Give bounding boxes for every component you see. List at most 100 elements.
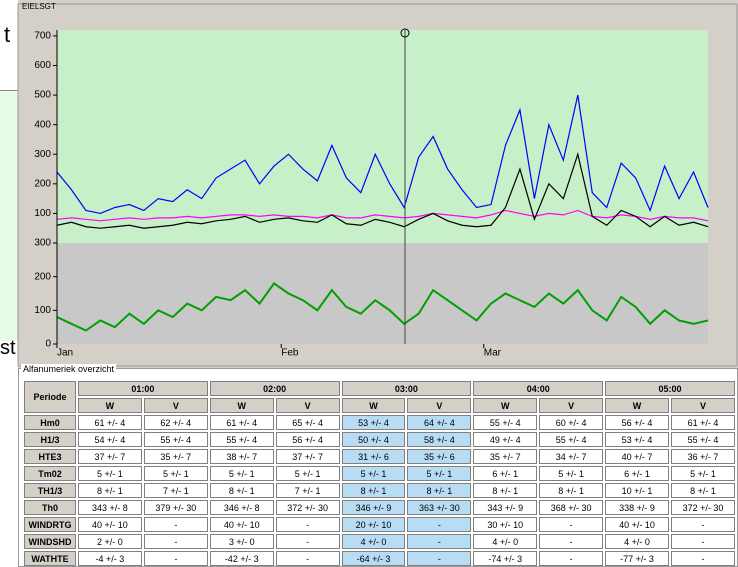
- background-text: st: [0, 337, 16, 359]
- table-cell: 35 +/- 7: [143, 449, 208, 464]
- table-cell: -: [143, 517, 208, 532]
- row-label: Th0: [24, 500, 76, 515]
- table-cell: 8 +/- 1: [473, 483, 538, 498]
- table-cell: 53 +/- 4: [605, 432, 669, 447]
- table-cell: 4 +/- 0: [341, 534, 406, 549]
- table-cell: 368 +/- 30: [539, 500, 604, 515]
- table-cell: 346 +/- 9: [341, 500, 406, 515]
- cursor-handle: [400, 28, 410, 38]
- y-tick-label: 100: [34, 208, 51, 219]
- table-cell: 5 +/- 1: [143, 466, 208, 481]
- x-tick-label: Mar: [484, 348, 502, 359]
- sub-header: W: [341, 398, 406, 413]
- table-cell: 54 +/- 4: [77, 432, 142, 447]
- series-line: [56, 152, 709, 229]
- table-cell: 372 +/- 30: [671, 500, 735, 515]
- table-row: H1/3 54 +/- 4 55 +/- 4 55 +/- 4 56 +/- 4 50 +…: [24, 432, 735, 447]
- table-cell: 64 +/- 4: [407, 415, 472, 430]
- table-cell: 372 +/- 30: [275, 500, 340, 515]
- table-cell: 6 +/- 1: [605, 466, 669, 481]
- table-cell: 2 +/- 0: [77, 534, 142, 549]
- sub-header: W: [209, 398, 274, 413]
- y-tick-label: 300: [34, 238, 51, 249]
- table-cell: 55 +/- 4: [209, 432, 274, 447]
- table-cell: 49 +/- 4: [473, 432, 538, 447]
- plot-background: [57, 243, 708, 344]
- table-cell: -: [407, 551, 472, 566]
- table-cell: 35 +/- 6: [407, 449, 472, 464]
- table-cell: 8 +/- 1: [407, 483, 472, 498]
- table-row: Hm0 61 +/- 4 62 +/- 4 61 +/- 4 65 +/- 4 53 +/…: [24, 415, 735, 430]
- table-cell: 56 +/- 4: [605, 415, 669, 430]
- table-cell: 7 +/- 1: [275, 483, 340, 498]
- plot-background: [57, 30, 708, 243]
- y-tick-label: 100: [34, 305, 51, 316]
- sub-header: W: [605, 398, 669, 413]
- sub-header: V: [671, 398, 735, 413]
- table-cell: 338 +/- 9: [605, 500, 669, 515]
- row-label: WINDSHD: [24, 534, 76, 549]
- background-panel: [0, 90, 18, 341]
- table-cell: 55 +/- 4: [539, 432, 604, 447]
- table-cell: -: [539, 534, 604, 549]
- table-cell: -: [407, 517, 472, 532]
- table-cell: 40 +/- 10: [209, 517, 274, 532]
- sub-header: W: [77, 398, 142, 413]
- table-cell: -: [407, 534, 472, 549]
- y-tick-label: 700: [34, 31, 51, 42]
- table-cell: -4 +/- 3: [77, 551, 142, 566]
- chart-title: EIELSGT: [22, 2, 56, 11]
- table-cell: 30 +/- 10: [473, 517, 538, 532]
- table-cell: 40 +/- 10: [77, 517, 142, 532]
- y-tick-label: 300: [34, 149, 51, 160]
- series-line: [56, 94, 709, 215]
- row-label: H1/3: [24, 432, 76, 447]
- table-cell: -74 +/- 3: [473, 551, 538, 566]
- table-cell: -: [539, 551, 604, 566]
- table-cell: 8 +/- 1: [671, 483, 735, 498]
- sub-header: V: [539, 398, 604, 413]
- period-header: 02:00: [209, 381, 340, 396]
- table-cell: -: [275, 551, 340, 566]
- table-cell: 61 +/- 4: [671, 415, 735, 430]
- table-cell: 5 +/- 1: [407, 466, 472, 481]
- header-row: Periode 01:00 02:00 03:00 04:00 05:00: [24, 381, 735, 413]
- table-cell: 343 +/- 8: [77, 500, 142, 515]
- table-cell: 5 +/- 1: [671, 466, 735, 481]
- table-cell: 40 +/- 10: [605, 517, 669, 532]
- sub-header: V: [275, 398, 340, 413]
- table-cell: 34 +/- 7: [539, 449, 604, 464]
- table-cell: 8 +/- 1: [539, 483, 604, 498]
- table-row: WINDSHD 2 +/- 0-3 +/- 0-4 +/- 0-4 +/- 0-4…: [24, 534, 735, 549]
- table-row: Th0 343 +/- 8 379 +/- 30 346 +/- 8 372 +/- 3…: [24, 500, 735, 515]
- period-header: 03:00: [341, 381, 472, 396]
- table-cell: 53 +/- 4: [341, 415, 406, 430]
- row-label: HTE3: [24, 449, 76, 464]
- table-cell: -: [539, 517, 604, 532]
- y-tick-label: 200: [34, 271, 51, 282]
- table-cell: 31 +/- 6: [341, 449, 406, 464]
- x-tick-label: Feb: [281, 348, 299, 359]
- table-cell: -: [671, 517, 735, 532]
- table-cell: 38 +/- 7: [209, 449, 274, 464]
- table-cell: 363 +/- 30: [407, 500, 472, 515]
- row-label: WATHTE: [24, 551, 76, 566]
- y-tick-label: 500: [34, 90, 51, 101]
- table-cell: 5 +/- 1: [341, 466, 406, 481]
- table-cell: 62 +/- 4: [143, 415, 208, 430]
- row-label: WINDRTG: [24, 517, 76, 532]
- table-cell: 5 +/- 1: [275, 466, 340, 481]
- table-cell: -: [143, 551, 208, 566]
- table-cell: 3 +/- 0: [209, 534, 274, 549]
- table-cell: 8 +/- 1: [209, 483, 274, 498]
- table-cell: 36 +/- 7: [671, 449, 735, 464]
- table-cell: -: [671, 551, 735, 566]
- y-tick-label: 0: [45, 339, 51, 350]
- table-cell: 37 +/- 7: [77, 449, 142, 464]
- table-cell: 55 +/- 4: [143, 432, 208, 447]
- table-cell: -: [275, 517, 340, 532]
- table-cell: 10 +/- 1: [605, 483, 669, 498]
